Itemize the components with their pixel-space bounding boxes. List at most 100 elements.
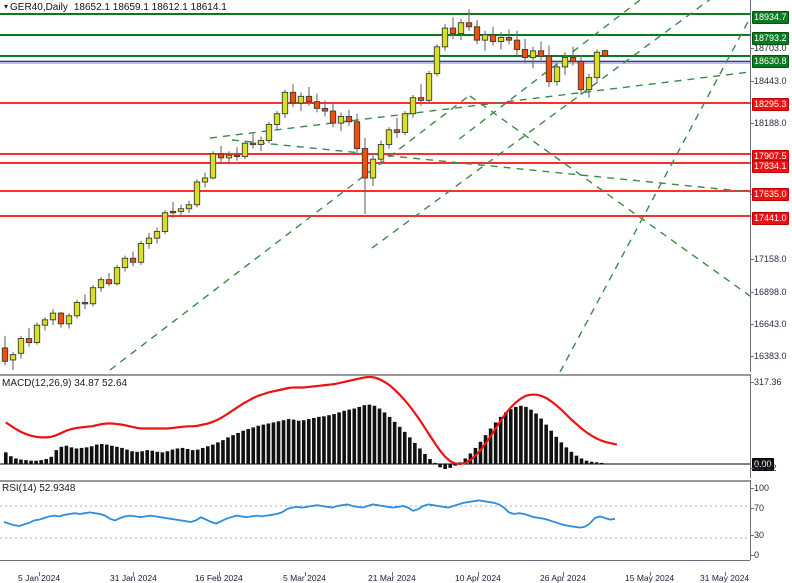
macd-axis[interactable]: 317.36 0.00 34.42 [750, 374, 792, 478]
collapse-icon[interactable]: ▾ [4, 2, 9, 11]
candle[interactable] [105, 272, 113, 287]
candle[interactable] [257, 136, 265, 152]
candle[interactable] [233, 147, 241, 161]
candle[interactable] [153, 227, 161, 244]
candle[interactable] [209, 151, 217, 180]
resistance-line-18793.2[interactable] [0, 34, 750, 36]
candle[interactable] [489, 26, 497, 46]
candle[interactable] [73, 299, 81, 319]
candle[interactable] [593, 49, 601, 82]
date-axis[interactable]: 5 Jan 2024 31 Jan 2024 16 Feb 2024 5 Mar 20… [0, 560, 750, 583]
candle[interactable] [433, 44, 441, 77]
candle[interactable] [569, 46, 577, 66]
candle[interactable] [17, 335, 25, 359]
candle[interactable] [193, 179, 201, 208]
candle[interactable] [369, 155, 377, 186]
candle[interactable] [185, 200, 193, 213]
candle[interactable] [305, 86, 313, 106]
candle[interactable] [217, 145, 225, 162]
candle[interactable] [313, 93, 321, 113]
candle[interactable] [473, 20, 481, 45]
price-level-badge[interactable]: 17834.1 [752, 160, 789, 173]
macd-value-badge[interactable]: 0.00 [752, 458, 774, 471]
candle[interactable] [81, 294, 89, 310]
candle[interactable] [561, 52, 569, 75]
candle[interactable] [337, 112, 345, 132]
candle[interactable] [121, 255, 129, 272]
price-level-badge[interactable]: 18295.3 [752, 98, 789, 111]
candle[interactable] [273, 111, 281, 130]
candle[interactable] [129, 251, 137, 267]
candle[interactable] [89, 285, 97, 307]
price-level-badge[interactable]: 18630.8 [752, 55, 789, 68]
candle[interactable] [345, 109, 353, 126]
candle[interactable] [409, 95, 417, 118]
candle[interactable] [65, 313, 73, 329]
candle[interactable] [513, 30, 521, 55]
price-level-badge[interactable]: 17441.0 [752, 212, 789, 225]
candle[interactable] [161, 210, 169, 235]
candle[interactable] [113, 264, 121, 286]
candle[interactable] [25, 327, 33, 347]
support-line-17441[interactable] [0, 215, 750, 217]
candle[interactable] [361, 137, 369, 215]
candle[interactable] [505, 29, 513, 45]
candle[interactable] [177, 204, 185, 217]
price-axis[interactable]: 18703.018443.018188.017673.017158.016898… [750, 0, 792, 372]
candle[interactable] [41, 317, 49, 331]
rsi-panel[interactable]: RSI(14) 52.9348 [0, 480, 750, 562]
candle[interactable] [529, 46, 537, 69]
price-level-badge[interactable]: 17635.0 [752, 188, 789, 201]
candle[interactable] [425, 70, 433, 104]
candle[interactable] [49, 309, 57, 326]
candle[interactable] [33, 322, 41, 345]
candle[interactable] [377, 140, 385, 165]
candle[interactable] [385, 127, 393, 149]
candle[interactable] [537, 41, 545, 61]
candle[interactable] [577, 54, 585, 96]
candlestick-series[interactable] [0, 0, 750, 372]
candle[interactable] [201, 172, 209, 188]
candle[interactable] [265, 121, 273, 144]
price-level-badge[interactable]: 18793.2 [752, 32, 789, 45]
candle[interactable] [297, 92, 305, 112]
candle[interactable] [137, 240, 145, 265]
candle[interactable] [321, 100, 329, 117]
price-chart-panel[interactable]: ▾ GER40,Daily 18652.1 18659.1 18612.1 1861… [0, 0, 750, 372]
candle[interactable] [57, 311, 65, 328]
candle[interactable] [329, 103, 337, 128]
candle[interactable] [585, 73, 593, 98]
candle[interactable] [553, 62, 561, 86]
candle[interactable] [401, 111, 409, 136]
candle[interactable] [9, 351, 17, 370]
candle[interactable] [281, 89, 289, 118]
candle[interactable] [249, 133, 257, 149]
candle[interactable] [481, 30, 489, 51]
candle[interactable] [169, 202, 177, 219]
rsi-axis[interactable]: 100 70 30 0 [750, 480, 792, 560]
candle[interactable] [241, 140, 249, 160]
candle[interactable] [601, 49, 609, 57]
candle[interactable] [289, 84, 297, 108]
candle[interactable] [545, 45, 553, 87]
current-price-band[interactable] [0, 60, 750, 64]
candle[interactable] [457, 18, 465, 41]
candle[interactable] [225, 151, 233, 165]
candle[interactable] [393, 117, 401, 138]
support-line-18295.3[interactable] [0, 102, 750, 104]
candle[interactable] [521, 38, 529, 63]
candle[interactable] [417, 84, 425, 106]
candle[interactable] [465, 9, 473, 31]
macd-panel[interactable]: MACD(12,26,9) 34.87 52.64 [0, 374, 750, 480]
candle[interactable] [97, 276, 105, 292]
candle[interactable] [441, 24, 449, 51]
resistance-line-18630.8[interactable] [0, 55, 750, 57]
candle[interactable] [497, 32, 505, 50]
price-level-badge[interactable]: 18934.7 [752, 11, 789, 24]
resistance-line-18934.7[interactable] [0, 13, 750, 15]
candle[interactable] [449, 17, 457, 39]
support-line-17635[interactable] [0, 190, 750, 192]
candle[interactable] [353, 113, 361, 154]
current-price-line[interactable] [0, 61, 750, 62]
candle[interactable] [1, 335, 9, 366]
